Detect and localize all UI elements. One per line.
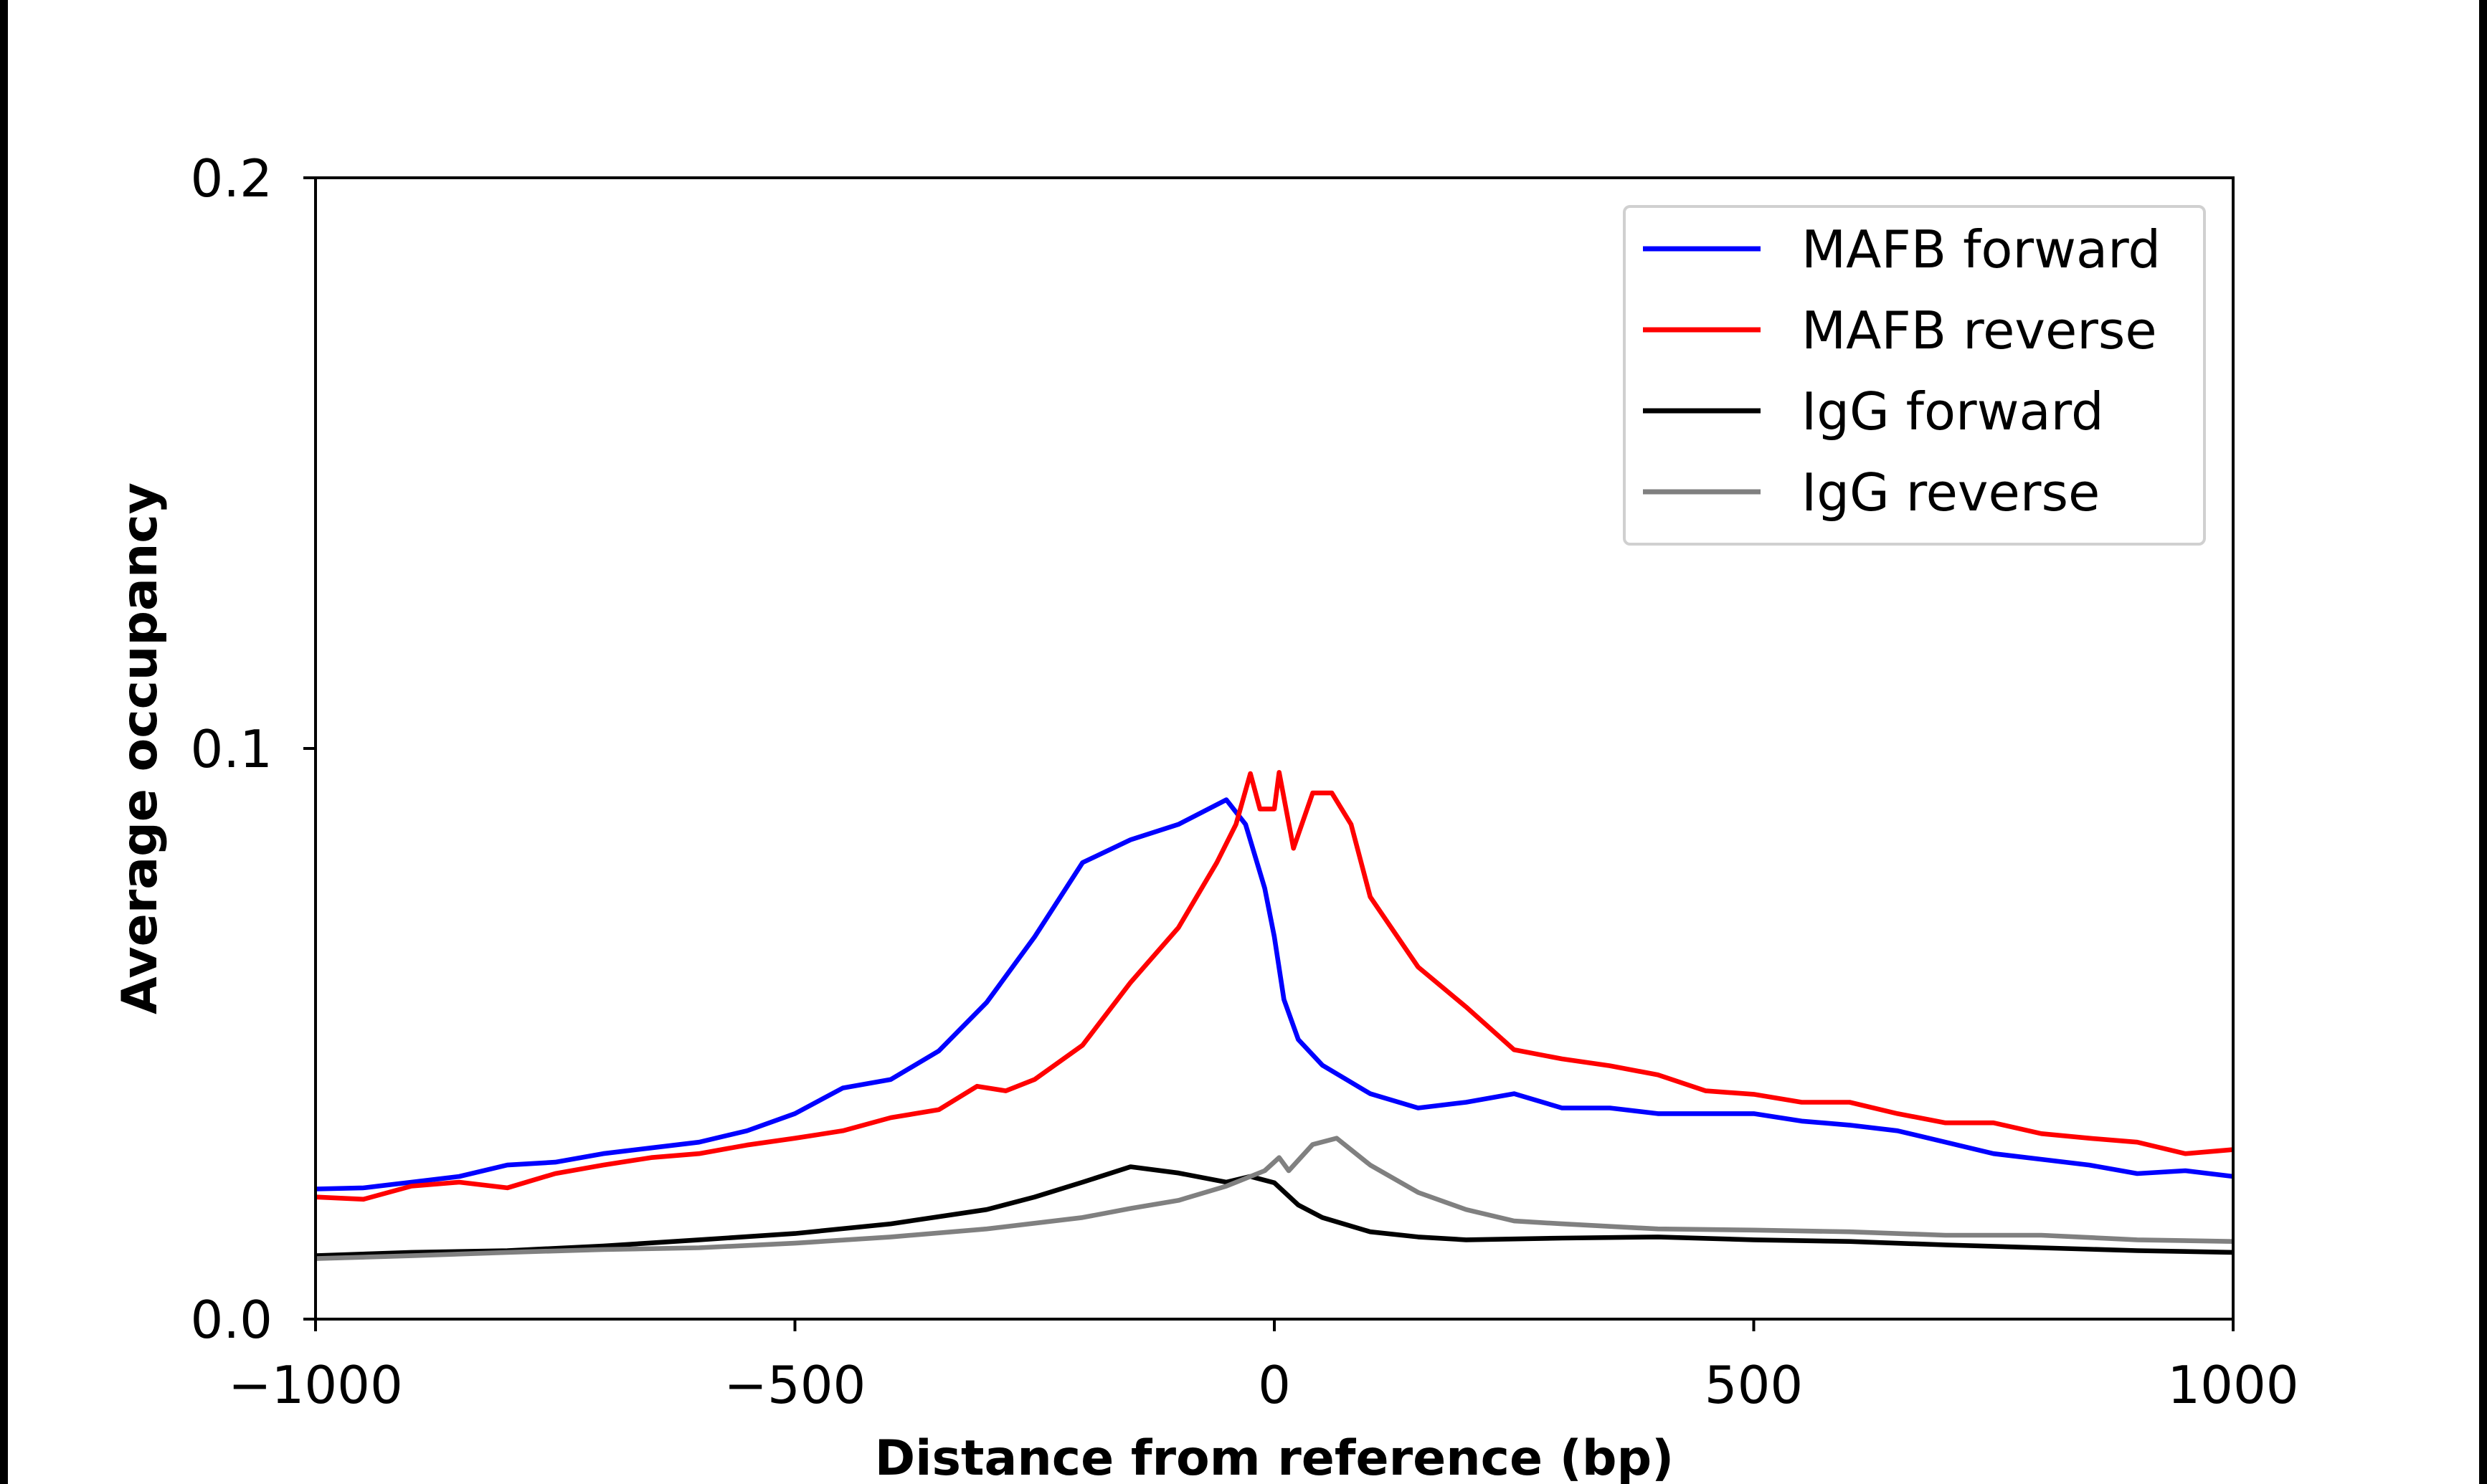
y-axis-title: Average occupancy bbox=[112, 482, 169, 1014]
legend: MAFB forward MAFB reverse IgG forward IgG r… bbox=[1623, 205, 2206, 546]
x-tick-label: −500 bbox=[724, 1355, 866, 1415]
series-line-igg-reverse bbox=[315, 1136, 2234, 1261]
x-tick-label: 500 bbox=[1705, 1355, 1803, 1415]
legend-label: MAFB reverse bbox=[1801, 300, 2157, 361]
x-axis-title: Distance from reference (bp) bbox=[875, 1430, 1674, 1484]
series-line-igg-forward bbox=[315, 1164, 2234, 1258]
x-tick-label: 1000 bbox=[2167, 1355, 2298, 1415]
y-tick-label: 0.2 bbox=[190, 148, 273, 209]
legend-label: MAFB forward bbox=[1801, 219, 2161, 280]
legend-label: IgG forward bbox=[1801, 381, 2104, 442]
legend-label: IgG reverse bbox=[1801, 462, 2100, 523]
x-tick-label: −1000 bbox=[228, 1355, 403, 1415]
y-tick-label: 0.1 bbox=[190, 719, 273, 779]
right-border bbox=[2479, 0, 2487, 1484]
series-line-mafb-reverse bbox=[315, 770, 2234, 1202]
y-tick-label: 0.0 bbox=[190, 1290, 273, 1350]
y-axis: 0.0 0.1 0.2 bbox=[190, 148, 316, 1350]
legend-box bbox=[1623, 205, 2206, 546]
left-border bbox=[0, 0, 8, 1484]
series-layer bbox=[315, 770, 2234, 1261]
series-line-mafb-forward bbox=[315, 797, 2234, 1192]
x-axis: −1000 −500 0 500 1000 bbox=[228, 1319, 2299, 1415]
x-tick-label: 0 bbox=[1258, 1355, 1291, 1415]
